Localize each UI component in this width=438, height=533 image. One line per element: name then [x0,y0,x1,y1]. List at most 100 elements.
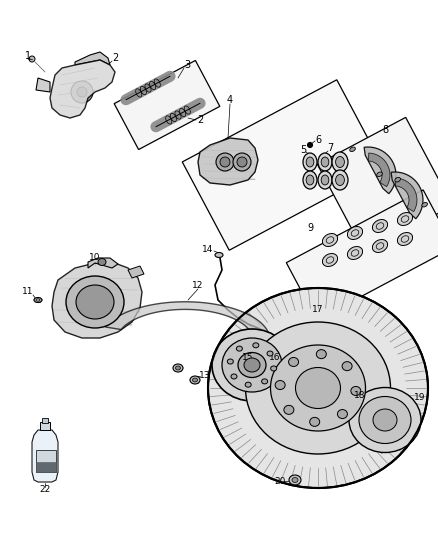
Polygon shape [36,78,50,92]
Ellipse shape [76,285,114,319]
Polygon shape [364,147,396,193]
Bar [40,422,50,430]
Ellipse shape [377,172,382,176]
Text: 19: 19 [414,393,426,402]
Text: 17: 17 [312,305,324,314]
Ellipse shape [372,239,388,253]
Ellipse shape [322,233,338,246]
Text: 7: 7 [327,143,333,153]
Text: 3: 3 [184,60,190,70]
Ellipse shape [275,381,285,390]
Polygon shape [114,60,220,150]
Text: 6: 6 [315,135,321,145]
Ellipse shape [173,364,183,372]
Ellipse shape [395,177,400,182]
Text: 20: 20 [274,478,286,487]
Polygon shape [198,138,258,185]
Text: 2: 2 [197,115,203,125]
Text: 8: 8 [382,125,388,135]
Polygon shape [128,266,144,278]
Ellipse shape [292,478,298,482]
Polygon shape [318,117,438,253]
Text: 5: 5 [300,145,306,155]
Text: 18: 18 [354,391,366,400]
Ellipse shape [347,227,363,239]
Bar [36,462,56,472]
Ellipse shape [397,213,413,225]
Ellipse shape [321,175,329,185]
Ellipse shape [347,246,363,260]
Ellipse shape [306,175,314,185]
Ellipse shape [262,359,268,365]
Polygon shape [105,302,270,353]
Ellipse shape [289,475,301,485]
Ellipse shape [36,299,40,301]
Text: 15: 15 [242,353,254,362]
Ellipse shape [222,338,282,392]
Text: 16: 16 [269,353,281,362]
Ellipse shape [253,343,259,348]
Polygon shape [396,178,417,212]
Ellipse shape [336,157,344,167]
Polygon shape [182,80,384,250]
Ellipse shape [246,322,391,454]
Ellipse shape [190,376,200,384]
Ellipse shape [261,379,268,384]
Polygon shape [368,153,390,187]
Polygon shape [286,190,438,320]
Ellipse shape [316,350,326,359]
Ellipse shape [71,81,93,103]
Ellipse shape [289,358,299,367]
Text: 4: 4 [227,95,233,105]
Ellipse shape [237,346,242,351]
Ellipse shape [337,409,347,418]
Text: 10: 10 [89,254,101,262]
Ellipse shape [216,153,234,171]
Ellipse shape [422,203,427,207]
Ellipse shape [66,276,124,328]
Ellipse shape [220,157,230,167]
Text: 12: 12 [192,280,204,289]
Polygon shape [391,172,423,219]
Ellipse shape [359,397,411,443]
Ellipse shape [322,254,338,266]
Text: 9: 9 [307,223,313,233]
Ellipse shape [227,359,233,364]
Ellipse shape [303,153,317,171]
Ellipse shape [77,87,87,97]
Ellipse shape [233,153,251,171]
Ellipse shape [349,387,421,453]
Text: 11: 11 [22,287,34,296]
Ellipse shape [231,374,237,379]
Ellipse shape [34,297,42,303]
Text: 14: 14 [202,246,214,254]
Ellipse shape [332,152,348,172]
Ellipse shape [271,366,277,371]
Ellipse shape [307,142,312,148]
Polygon shape [88,258,118,268]
Ellipse shape [176,366,180,370]
Ellipse shape [29,56,35,62]
Text: 1: 1 [25,51,31,61]
Ellipse shape [318,153,332,171]
Ellipse shape [244,358,260,372]
Ellipse shape [208,288,428,488]
Polygon shape [75,52,110,65]
Bar [36,450,56,472]
Ellipse shape [310,417,320,426]
Polygon shape [50,60,115,118]
Ellipse shape [397,232,413,246]
Ellipse shape [336,174,344,185]
Ellipse shape [245,382,251,387]
Ellipse shape [342,362,352,370]
Ellipse shape [321,157,329,167]
Polygon shape [52,262,142,338]
Ellipse shape [267,351,273,356]
Ellipse shape [271,345,365,431]
Ellipse shape [350,147,355,151]
Ellipse shape [303,171,317,189]
Ellipse shape [306,157,314,167]
Polygon shape [32,430,58,482]
Text: 22: 22 [39,486,51,495]
Text: 2: 2 [112,53,118,63]
